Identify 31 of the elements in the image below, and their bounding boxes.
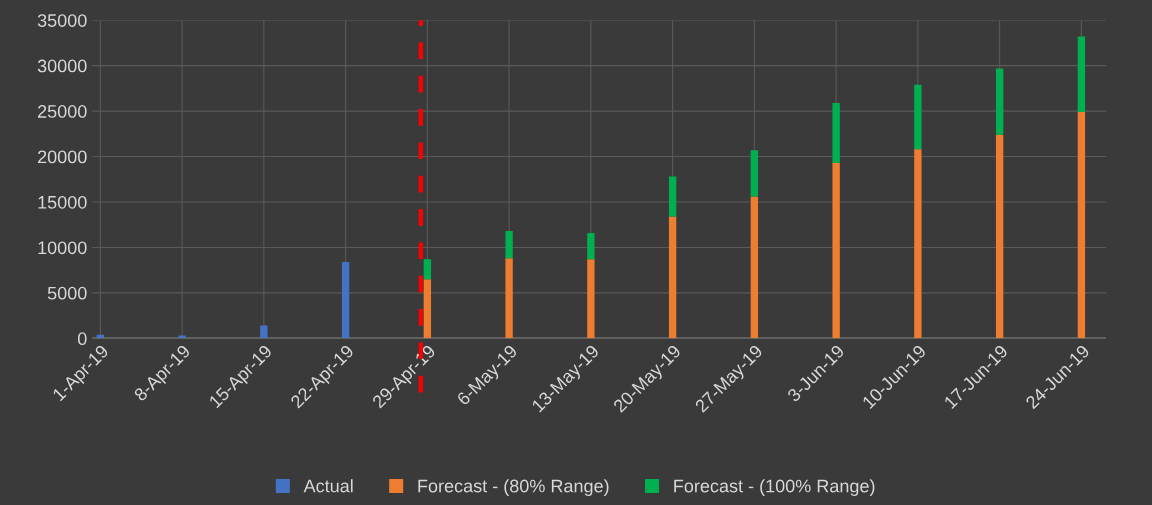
bar — [914, 149, 922, 339]
y-tick-label: 10000 — [38, 241, 87, 255]
bar — [505, 231, 513, 259]
y-tick-label: 25000 — [38, 105, 87, 118]
bar — [587, 259, 595, 339]
y-tick-label: 0 — [77, 332, 87, 346]
bar — [341, 261, 350, 339]
bar — [260, 325, 268, 339]
bar — [668, 176, 677, 217]
bar — [1077, 36, 1086, 113]
y-tick-label: 30000 — [37, 59, 87, 73]
bar — [995, 134, 1004, 339]
bar — [668, 216, 677, 339]
bar — [914, 84, 922, 150]
y-tick-label: 20000 — [38, 150, 87, 164]
bar — [832, 102, 840, 163]
bar — [750, 150, 759, 197]
bar — [1077, 112, 1086, 339]
bar — [587, 232, 595, 260]
y-tick-label: 35000 — [37, 14, 87, 27]
bar — [423, 279, 432, 339]
legend-label: Forecast - (80% Range) — [418, 479, 609, 496]
bar — [995, 68, 1004, 135]
y-tick-label: 5000 — [47, 286, 87, 300]
bar — [750, 196, 759, 339]
legend-label: Actual — [303, 479, 353, 493]
y-tick-label: 15000 — [38, 195, 87, 209]
bar — [505, 258, 513, 339]
bar — [423, 259, 432, 280]
legend-label: Forecast - (100% Range) — [674, 479, 875, 496]
bar — [832, 162, 840, 339]
